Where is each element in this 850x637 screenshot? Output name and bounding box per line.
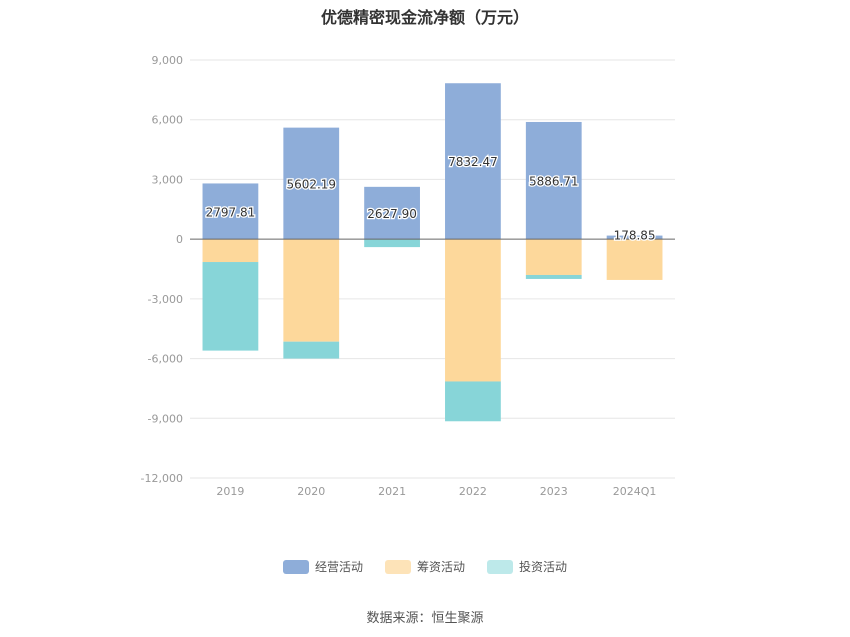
y-tick-label: 0	[176, 233, 183, 246]
legend-item-investing[interactable]: 投资活动	[487, 558, 567, 575]
x-tick-label: 2020	[297, 485, 325, 498]
bar-investing-2021[interactable]	[364, 239, 420, 248]
legend-item-financing[interactable]: 筹资活动	[384, 558, 465, 575]
y-tick-label: -12,000	[141, 472, 183, 485]
data-label-operating: 178.85	[614, 229, 656, 243]
bar-operating-2019[interactable]	[202, 183, 259, 240]
bar-investing-2023[interactable]	[525, 274, 582, 279]
bar-financing-2023[interactable]	[525, 239, 582, 275]
bar-financing-2019[interactable]	[202, 239, 259, 263]
bar-operating-2021[interactable]	[364, 186, 420, 240]
data-label-operating: 2627.90	[367, 207, 417, 221]
y-tick-label: -6,000	[148, 353, 183, 366]
legend-label-operating: 经营活动	[314, 560, 363, 574]
chart-legend: 经营活动 筹资活动 投资活动	[0, 558, 850, 575]
x-tick-label: 2024Q1	[613, 485, 657, 498]
bar-investing-2022[interactable]	[445, 381, 501, 422]
legend-swatch-financing	[384, 559, 411, 574]
data-label-operating: 7832.47	[448, 155, 498, 169]
x-tick-label: 2019	[216, 485, 244, 498]
data-label-operating: 5886.71	[529, 175, 579, 189]
legend-swatch-investing	[487, 559, 513, 574]
data-label-operating: 2797.81	[206, 205, 256, 219]
legend-swatch-operating	[282, 559, 309, 574]
y-tick-label: -9,000	[148, 412, 183, 425]
y-tick-label: 9,000	[152, 54, 184, 67]
bar-operating-2023[interactable]	[525, 121, 582, 240]
bar-operating-2020[interactable]	[283, 127, 340, 240]
legend-item-operating[interactable]: 经营活动	[282, 558, 363, 575]
y-tick-label: 6,000	[152, 114, 184, 127]
data-label-operating: 5602.19	[286, 177, 336, 191]
chart-title: 优德精密现金流净额（万元）	[320, 8, 529, 27]
x-tick-label: 2022	[459, 485, 487, 498]
bar-financing-2024Q1[interactable]	[606, 239, 663, 280]
x-tick-label: 2023	[540, 485, 568, 498]
legend-label-financing: 筹资活动	[416, 560, 465, 574]
bar-operating-2022[interactable]	[445, 83, 501, 240]
y-tick-label: -3,000	[148, 293, 183, 306]
data-source-note: 数据来源：恒生聚源	[366, 611, 484, 626]
bar-operating-2024Q1[interactable]	[606, 235, 663, 240]
bar-investing-2020[interactable]	[283, 341, 340, 359]
legend-label-investing: 投资活动	[519, 560, 568, 574]
y-tick-label: 3,000	[152, 173, 184, 186]
bar-financing-2020[interactable]	[283, 239, 340, 342]
bar-financing-2022[interactable]	[445, 239, 501, 382]
bar-investing-2019[interactable]	[202, 262, 259, 351]
x-tick-label: 2021	[378, 485, 406, 498]
